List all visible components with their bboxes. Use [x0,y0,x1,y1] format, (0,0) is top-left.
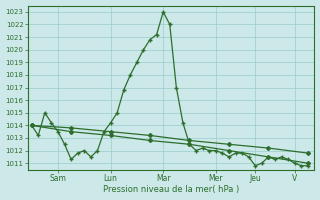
X-axis label: Pression niveau de la mer( hPa ): Pression niveau de la mer( hPa ) [103,185,239,194]
